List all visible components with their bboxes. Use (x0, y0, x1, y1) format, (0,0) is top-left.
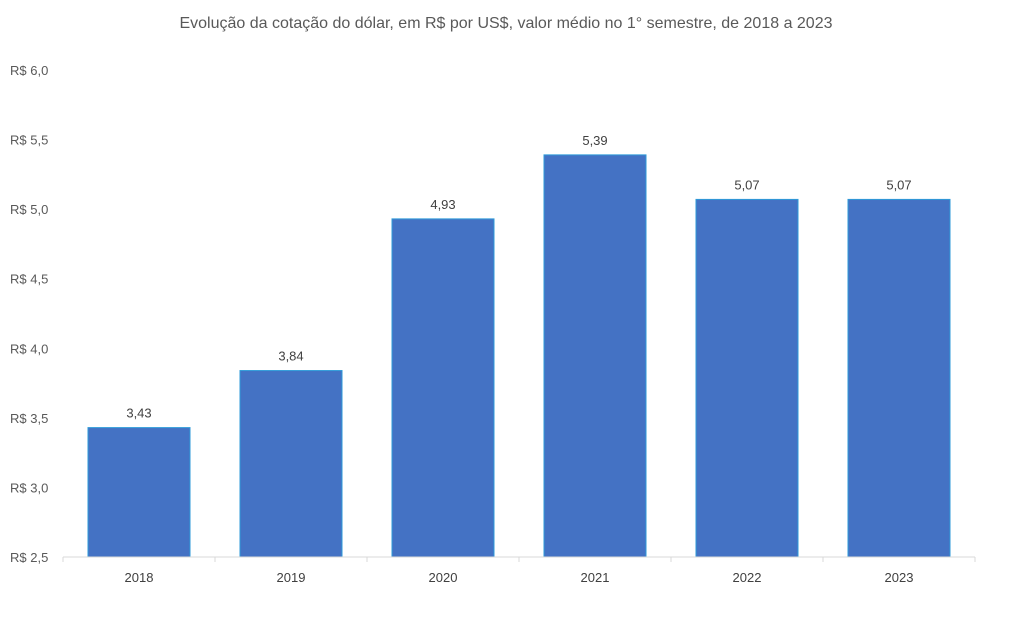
y-axis: R$ 2,5 R$ 3,0 R$ 3,5 R$ 4,0 R$ 4,5 R$ 5,0 R$ 5… (10, 63, 48, 565)
data-label: 5,07 (886, 177, 911, 192)
bar-2020 (391, 218, 495, 558)
x-tick-label: 2020 (429, 570, 458, 585)
y-tick-label: R$ 4,0 (10, 341, 48, 356)
bars: 3,43 3,84 4,93 5,39 5,07 5,07 (87, 133, 951, 558)
data-label: 3,43 (126, 406, 151, 421)
x-tick-label: 2021 (581, 570, 610, 585)
x-tick-label: 2023 (885, 570, 914, 585)
bar-2023 (847, 198, 951, 558)
y-tick-label: R$ 2,5 (10, 550, 48, 565)
x-tick-label: 2022 (733, 570, 762, 585)
bar-2018 (87, 427, 191, 558)
y-tick-label: R$ 6,0 (10, 63, 48, 78)
data-label: 5,07 (734, 177, 759, 192)
bar-2022 (695, 198, 799, 558)
y-tick-label: R$ 3,5 (10, 411, 48, 426)
x-tick-label: 2018 (125, 570, 154, 585)
y-tick-label: R$ 4,5 (10, 272, 48, 287)
x-axis: 2018 2019 2020 2021 2022 2023 (62, 556, 976, 585)
chart-title: Evolução da cotação do dólar, em R$ por … (179, 15, 832, 32)
x-tick-label: 2019 (277, 570, 306, 585)
y-tick-label: R$ 3,0 (10, 480, 48, 495)
bar-2021 (543, 154, 647, 558)
y-tick-label: R$ 5,5 (10, 133, 48, 148)
bar-2019 (239, 370, 343, 558)
data-label: 4,93 (430, 197, 455, 212)
data-label: 3,84 (278, 349, 303, 364)
y-tick-label: R$ 5,0 (10, 202, 48, 217)
data-label: 5,39 (582, 133, 607, 148)
